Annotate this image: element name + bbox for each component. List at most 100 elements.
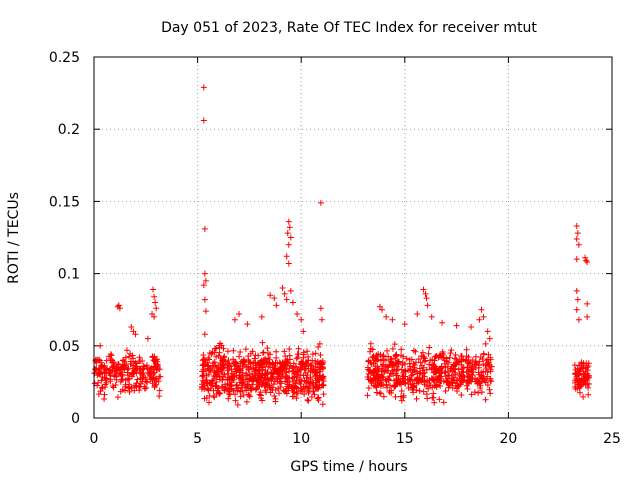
data-point — [308, 362, 315, 369]
data-point — [414, 311, 421, 318]
data-point — [260, 364, 267, 371]
data-point — [122, 354, 129, 361]
data-point — [413, 395, 420, 402]
data-point — [365, 358, 372, 365]
data-point — [449, 365, 456, 372]
data-point — [241, 361, 248, 368]
data-point — [364, 392, 371, 399]
data-point — [387, 370, 394, 377]
data-point — [400, 353, 407, 360]
data-point — [384, 363, 391, 370]
data-point — [391, 366, 398, 373]
data-point — [247, 350, 254, 357]
data-point — [420, 364, 427, 371]
data-point — [486, 386, 493, 393]
data-point — [443, 358, 450, 365]
data-point — [314, 358, 321, 365]
data-point — [114, 394, 121, 401]
data-point — [367, 340, 374, 347]
data-point — [151, 293, 158, 300]
data-point — [200, 84, 207, 91]
data-point — [214, 387, 221, 394]
data-point — [320, 381, 327, 388]
data-point — [583, 257, 590, 264]
data-point — [155, 366, 162, 373]
data-point — [574, 230, 581, 237]
y-tick-label: 0.05 — [49, 339, 80, 355]
data-point — [408, 372, 415, 379]
data-point — [246, 393, 253, 400]
data-point — [315, 344, 322, 351]
data-point — [578, 364, 585, 371]
data-point — [267, 375, 274, 382]
data-point — [112, 382, 119, 389]
data-point — [267, 292, 274, 299]
data-point — [122, 383, 129, 390]
data-point — [271, 295, 278, 302]
data-point — [230, 347, 237, 354]
data-point — [480, 368, 487, 375]
data-point — [385, 376, 392, 383]
data-point — [316, 340, 323, 347]
data-point — [216, 349, 223, 356]
data-point — [427, 357, 434, 364]
data-point — [156, 393, 163, 400]
data-point — [289, 393, 296, 400]
data-point — [428, 365, 435, 372]
data-point — [224, 360, 231, 367]
data-point — [486, 335, 493, 342]
data-point — [258, 395, 265, 402]
data-point — [286, 382, 293, 389]
data-point — [226, 388, 233, 395]
data-point — [312, 381, 319, 388]
data-point — [290, 378, 297, 385]
x-tick-label: 0 — [90, 431, 99, 447]
data-point — [375, 382, 382, 389]
data-point — [301, 363, 308, 370]
data-point — [421, 354, 428, 361]
data-point — [201, 356, 208, 363]
data-point — [237, 360, 244, 367]
data-point — [312, 373, 319, 380]
data-point — [233, 385, 240, 392]
data-point — [252, 359, 259, 366]
data-point — [205, 363, 212, 370]
data-point — [222, 385, 229, 392]
data-point — [437, 365, 444, 372]
data-point — [199, 384, 206, 391]
data-point — [132, 359, 139, 366]
data-point — [278, 380, 285, 387]
data-point — [452, 380, 459, 387]
data-point — [479, 355, 486, 362]
data-point — [467, 375, 474, 382]
data-point — [251, 355, 258, 362]
data-point — [385, 353, 392, 360]
data-point — [234, 382, 241, 389]
data-point — [396, 380, 403, 387]
data-point — [262, 379, 269, 386]
data-point — [375, 365, 382, 372]
data-point — [432, 369, 439, 376]
data-point — [206, 366, 213, 373]
data-point — [144, 335, 151, 342]
data-point — [319, 365, 326, 372]
data-point — [311, 391, 318, 398]
data-point — [483, 357, 490, 364]
y-tick-label: 0.1 — [58, 267, 80, 283]
data-point — [452, 351, 459, 358]
data-point — [113, 373, 120, 380]
data-point — [148, 374, 155, 381]
data-point — [585, 372, 592, 379]
data-point — [573, 222, 580, 229]
data-point — [389, 360, 396, 367]
data-point — [226, 382, 233, 389]
data-point — [97, 388, 104, 395]
data-point — [153, 375, 160, 382]
data-point — [573, 306, 580, 313]
data-point — [247, 364, 254, 371]
data-point — [585, 384, 592, 391]
data-point — [225, 395, 232, 402]
data-point — [214, 363, 221, 370]
data-point — [271, 393, 278, 400]
data-point — [584, 367, 591, 374]
